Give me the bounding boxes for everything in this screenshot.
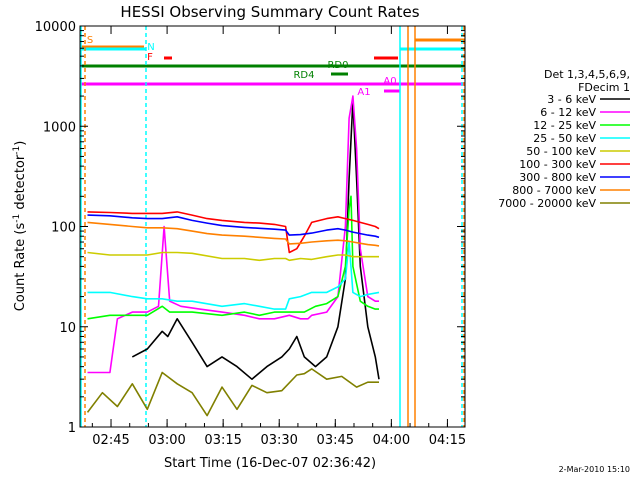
state-bar-label: A0 — [383, 76, 396, 87]
x-tick-label: 03:15 — [204, 433, 241, 448]
series-line — [87, 211, 380, 254]
legend-label: 100 - 300 keV — [519, 158, 596, 171]
y-axis-label-sup: -1 — [12, 214, 22, 223]
y-axis-label-part: ) — [13, 141, 28, 146]
y-tick-label: 100 — [51, 221, 76, 236]
legend-label: 3 - 6 keV — [547, 93, 596, 106]
legend-label: 50 - 100 keV — [526, 145, 596, 158]
series-line — [87, 95, 379, 374]
y-axis-label-part: Count Rate (s — [13, 223, 28, 312]
legend-label: 6 - 12 keV — [540, 106, 596, 119]
state-bar-label: S — [87, 35, 93, 46]
x-tick-label: 04:15 — [429, 433, 466, 448]
y-tick-label: 10000 — [35, 20, 76, 35]
state-bar-label: RD0 — [327, 60, 348, 71]
state-bars: S NF RD0 RD4 A1 A0 — [80, 26, 465, 427]
legend-label: 800 - 7000 keV — [512, 184, 596, 197]
legend-label: 7000 - 20000 keV — [498, 197, 596, 210]
legend-label: 25 - 50 keV — [533, 132, 596, 145]
series-line — [87, 214, 380, 239]
chart-title: HESSI Observing Summary Count Rates — [120, 3, 419, 21]
y-tick-label: 10 — [59, 321, 76, 336]
series-line — [87, 241, 380, 310]
x-tick-label: 02:45 — [92, 433, 129, 448]
x-axis-label: Start Time (16-Dec-07 02:36:42) — [164, 456, 376, 471]
data-series — [86, 95, 380, 417]
y-axis-label: Count Rate (s-1 detector-1) — [12, 141, 28, 312]
y-tick-label: 1000 — [43, 120, 76, 135]
y-tick-label: 1 — [68, 421, 76, 436]
legend-label: 300 - 800 keV — [519, 171, 596, 184]
y-axis-label-part: detector — [13, 154, 28, 214]
y-axis-ticks: 1 10 100 1000 10000 — [35, 20, 465, 436]
state-bar-label: RD4 — [293, 70, 314, 81]
series-line — [87, 195, 379, 320]
state-bar-label: A1 — [357, 87, 370, 98]
series-line — [87, 251, 379, 262]
y-axis-label-sup: -1 — [12, 146, 22, 155]
legend-header-line: Det 1,3,4,5,6,9, — [544, 68, 630, 81]
legend-header-line: FDecim 1 — [578, 81, 630, 94]
x-axis-ticks: 02:45 03:00 03:15 03:30 03:45 04:00 04:15 — [91, 26, 466, 448]
series-line — [131, 99, 380, 381]
x-tick-label: 03:30 — [260, 433, 297, 448]
footer-timestamp: 2-Mar-2010 15:10 — [559, 465, 630, 474]
x-tick-label: 03:00 — [148, 433, 185, 448]
state-bar-label: N — [147, 42, 154, 53]
state-bar-label: F — [147, 52, 153, 63]
x-tick-label: 04:00 — [373, 433, 410, 448]
legend-label: 12 - 25 keV — [533, 119, 596, 132]
series-line — [86, 368, 379, 417]
series-line — [87, 221, 380, 247]
x-tick-label: 03:45 — [317, 433, 354, 448]
